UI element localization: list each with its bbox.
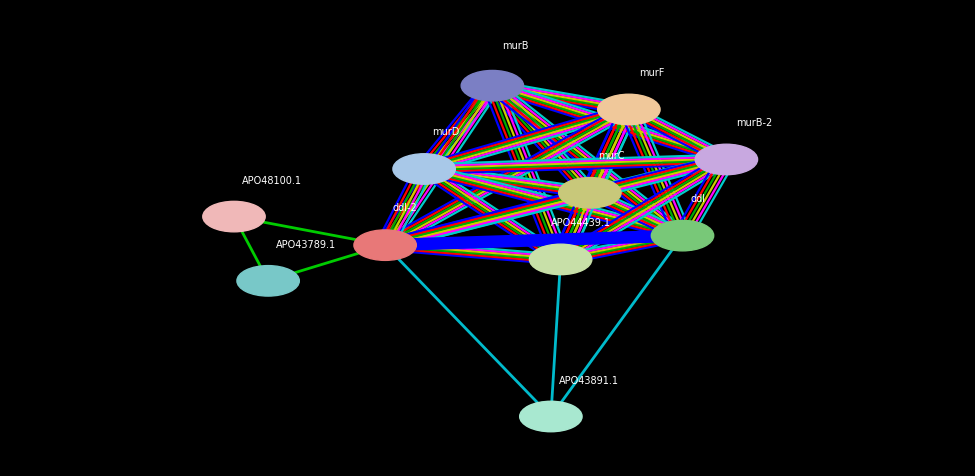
Circle shape	[651, 220, 714, 251]
Text: ddl: ddl	[690, 194, 705, 204]
Circle shape	[354, 230, 416, 260]
Circle shape	[598, 94, 660, 125]
Text: APO44439.1: APO44439.1	[551, 218, 611, 228]
Text: ddl-2: ddl-2	[393, 203, 417, 213]
Circle shape	[237, 266, 299, 296]
Text: murB-2: murB-2	[736, 118, 772, 128]
Circle shape	[695, 144, 758, 175]
Text: APO48100.1: APO48100.1	[242, 176, 302, 186]
Text: APO43891.1: APO43891.1	[559, 376, 619, 386]
Circle shape	[529, 244, 592, 275]
Text: murD: murD	[432, 127, 459, 137]
Circle shape	[203, 201, 265, 232]
Text: murC: murC	[598, 151, 624, 161]
Circle shape	[559, 178, 621, 208]
Text: APO43789.1: APO43789.1	[276, 240, 336, 250]
Circle shape	[461, 70, 524, 101]
Text: murF: murF	[639, 68, 664, 78]
Circle shape	[393, 154, 455, 184]
Circle shape	[520, 401, 582, 432]
Text: murB: murB	[502, 41, 528, 51]
